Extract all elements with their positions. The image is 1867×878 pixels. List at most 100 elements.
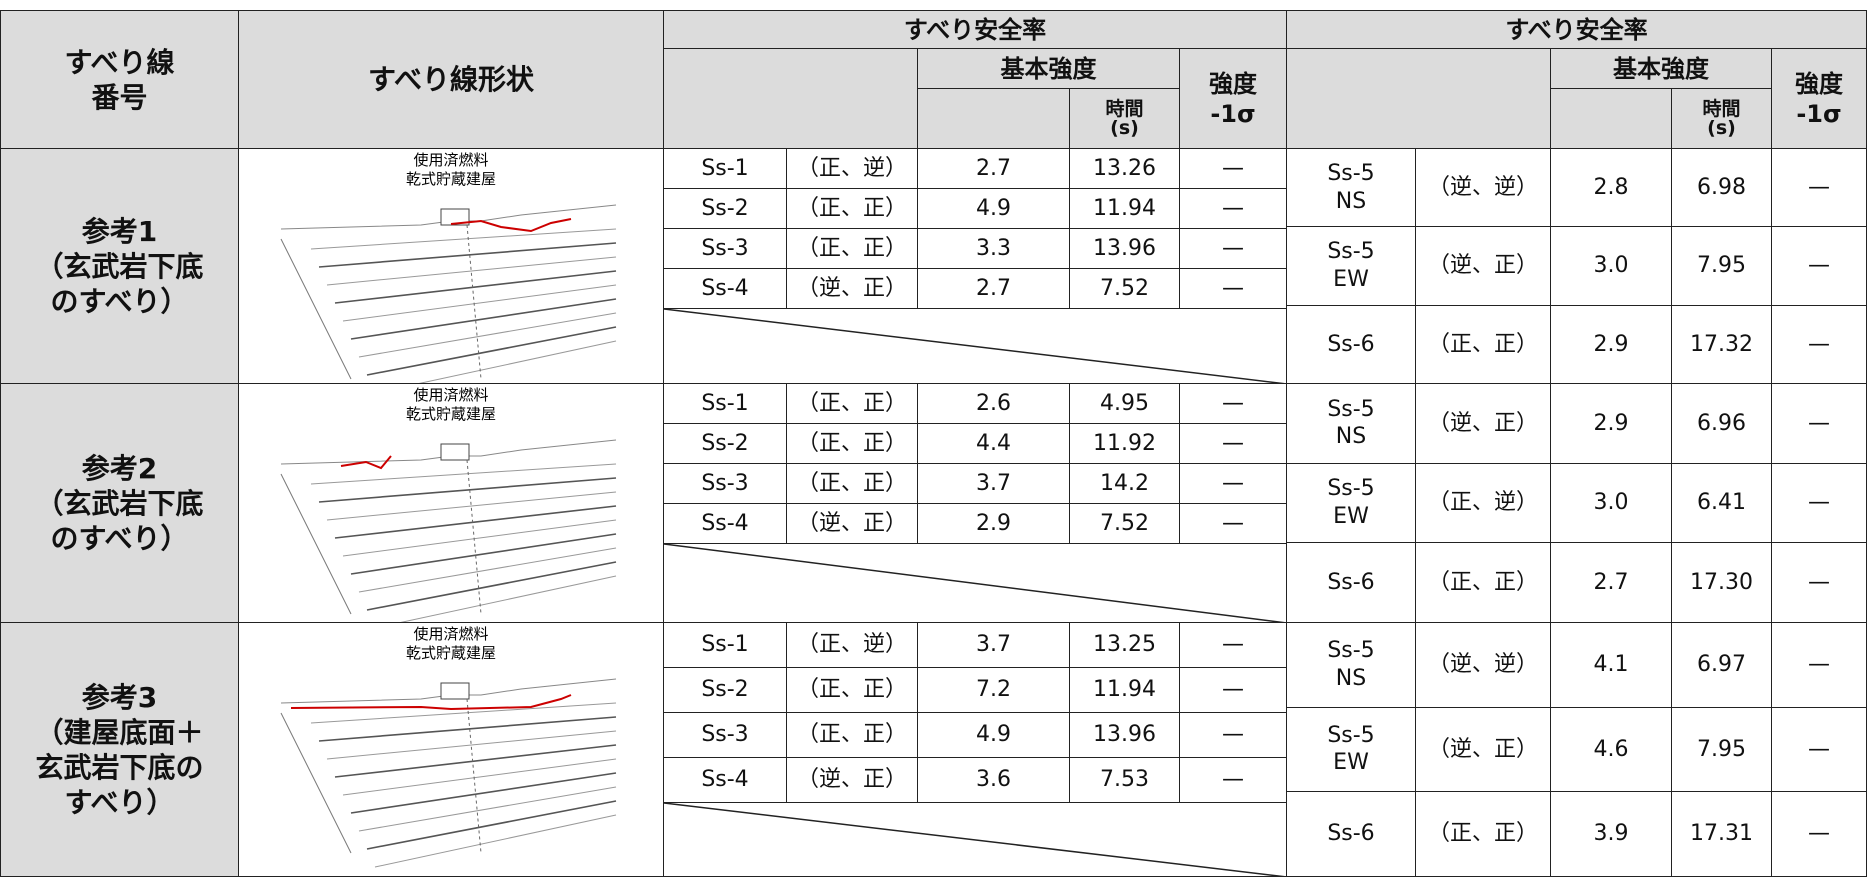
table-cell: Ss-5 EW bbox=[1286, 226, 1416, 306]
table-cell: 6.96 bbox=[1671, 383, 1772, 464]
table-cell: （正、逆） bbox=[786, 148, 918, 189]
table-cell: 4.9 bbox=[917, 712, 1070, 758]
header-cell: 時間 (s) bbox=[1671, 88, 1772, 149]
table-cell: 7.95 bbox=[1671, 226, 1772, 306]
table-cell: Ss-2 bbox=[663, 667, 787, 713]
stratum-line bbox=[310, 463, 617, 485]
diagonal bbox=[664, 309, 1287, 384]
center-line bbox=[466, 224, 482, 380]
header-cell bbox=[1550, 88, 1672, 149]
stratum-line bbox=[318, 242, 617, 268]
row-label: 参考2 （玄武岩下底 のすべり） bbox=[0, 383, 239, 623]
header-cell: すべり安全率 bbox=[1286, 10, 1867, 49]
stratum-line bbox=[342, 758, 617, 796]
stratum-line bbox=[350, 772, 617, 814]
table-cell: — bbox=[1771, 304, 1867, 384]
table-cell: （正、正） bbox=[1415, 304, 1551, 384]
row-label: 参考3 （建屋底面＋ 玄武岩下底の すべり） bbox=[0, 622, 239, 877]
stratum-line bbox=[326, 491, 617, 521]
table-cell: 13.96 bbox=[1069, 228, 1180, 269]
header-cell: 強度 -1σ bbox=[1771, 48, 1867, 149]
table-cell: 17.30 bbox=[1671, 542, 1772, 623]
stratum-line bbox=[334, 744, 617, 778]
table-cell: 2.9 bbox=[1550, 383, 1672, 464]
table-cell: Ss-5 NS bbox=[1286, 622, 1416, 708]
table-cell: 3.7 bbox=[917, 463, 1070, 504]
stratum-line bbox=[366, 561, 617, 611]
table-cell: （逆、正） bbox=[1415, 226, 1551, 306]
building bbox=[440, 682, 470, 700]
figure-cell: 使用済燃料乾式貯蔵建屋 bbox=[238, 383, 664, 623]
table-cell: 3.3 bbox=[917, 228, 1070, 269]
table-cell: （正、正） bbox=[786, 423, 918, 464]
table-cell: — bbox=[1771, 383, 1867, 464]
slip-line bbox=[340, 455, 392, 470]
table-cell: （逆、逆） bbox=[1415, 148, 1551, 228]
stratum-line bbox=[395, 575, 617, 623]
table-cell: （正、正） bbox=[786, 463, 918, 504]
table-cell: （正、正） bbox=[1415, 791, 1551, 877]
table-cell: Ss-4 bbox=[663, 503, 787, 544]
table-cell: 6.98 bbox=[1671, 148, 1772, 228]
table-cell: 13.25 bbox=[1069, 622, 1180, 668]
table-cell: Ss-2 bbox=[663, 423, 787, 464]
table-cell: — bbox=[1179, 622, 1287, 668]
cross-section bbox=[280, 204, 617, 384]
stratum-line bbox=[326, 730, 617, 760]
stratum-line bbox=[350, 533, 617, 575]
table-cell: 7.53 bbox=[1069, 757, 1180, 803]
table-cell: 3.0 bbox=[1550, 226, 1672, 306]
table-cell: （正、正） bbox=[786, 667, 918, 713]
table-cell: 6.97 bbox=[1671, 622, 1772, 708]
stratum-line bbox=[358, 312, 617, 358]
table-cell: （正、正） bbox=[786, 383, 918, 424]
header-cell: 強度 -1σ bbox=[1179, 48, 1287, 149]
figure-label: 使用済燃料乾式貯蔵建屋 bbox=[406, 625, 496, 662]
table-cell: — bbox=[1179, 228, 1287, 269]
table-cell: 4.6 bbox=[1550, 706, 1672, 793]
table-cell: Ss-1 bbox=[663, 383, 787, 424]
table-cell: Ss-6 bbox=[1286, 542, 1416, 623]
table-cell: 2.7 bbox=[917, 148, 1070, 189]
diagonal-line bbox=[664, 803, 1287, 877]
table-cell: 14.2 bbox=[1069, 463, 1180, 504]
table-cell: （正、正） bbox=[786, 228, 918, 269]
table-cell: 11.92 bbox=[1069, 423, 1180, 464]
diagonal bbox=[664, 544, 1287, 623]
table-cell: 4.1 bbox=[1550, 622, 1672, 708]
table-cell: — bbox=[1179, 423, 1287, 464]
table-cell: （正、正） bbox=[1415, 542, 1551, 623]
table-cell: — bbox=[1179, 712, 1287, 758]
table-cell: — bbox=[1771, 622, 1867, 708]
center-line bbox=[466, 459, 482, 615]
table-cell: Ss-3 bbox=[663, 463, 787, 504]
blank-cell bbox=[663, 802, 1287, 877]
table-cell: — bbox=[1179, 188, 1287, 229]
table-cell: Ss-5 NS bbox=[1286, 383, 1416, 464]
table-cell: 2.7 bbox=[1550, 542, 1672, 623]
table-cell: （正、正） bbox=[786, 188, 918, 229]
table-cell: Ss-4 bbox=[663, 757, 787, 803]
table-cell: — bbox=[1771, 791, 1867, 877]
stratum-line bbox=[342, 519, 617, 557]
blank-cell bbox=[663, 543, 1287, 623]
table-cell: （正、逆） bbox=[786, 622, 918, 668]
table-cell: 3.6 bbox=[917, 757, 1070, 803]
table-cell: — bbox=[1179, 757, 1287, 803]
table-cell: 7.95 bbox=[1671, 706, 1772, 793]
table-cell: 4.9 bbox=[917, 188, 1070, 229]
table-cell: — bbox=[1179, 463, 1287, 504]
table-cell: 7.52 bbox=[1069, 268, 1180, 309]
table-cell: （逆、逆） bbox=[1415, 622, 1551, 708]
slip-line-figure: 使用済燃料乾式貯蔵建屋 bbox=[280, 151, 617, 384]
stratum-line bbox=[350, 298, 617, 340]
table-cell: — bbox=[1771, 706, 1867, 793]
table-cell: — bbox=[1771, 226, 1867, 306]
table-cell: 13.26 bbox=[1069, 148, 1180, 189]
table-cell: Ss-6 bbox=[1286, 304, 1416, 384]
stratum-line bbox=[318, 477, 617, 503]
figure-label: 使用済燃料乾式貯蔵建屋 bbox=[406, 386, 496, 423]
header-cell: すべり線 番号 bbox=[0, 10, 239, 149]
stratum-line bbox=[414, 340, 617, 384]
